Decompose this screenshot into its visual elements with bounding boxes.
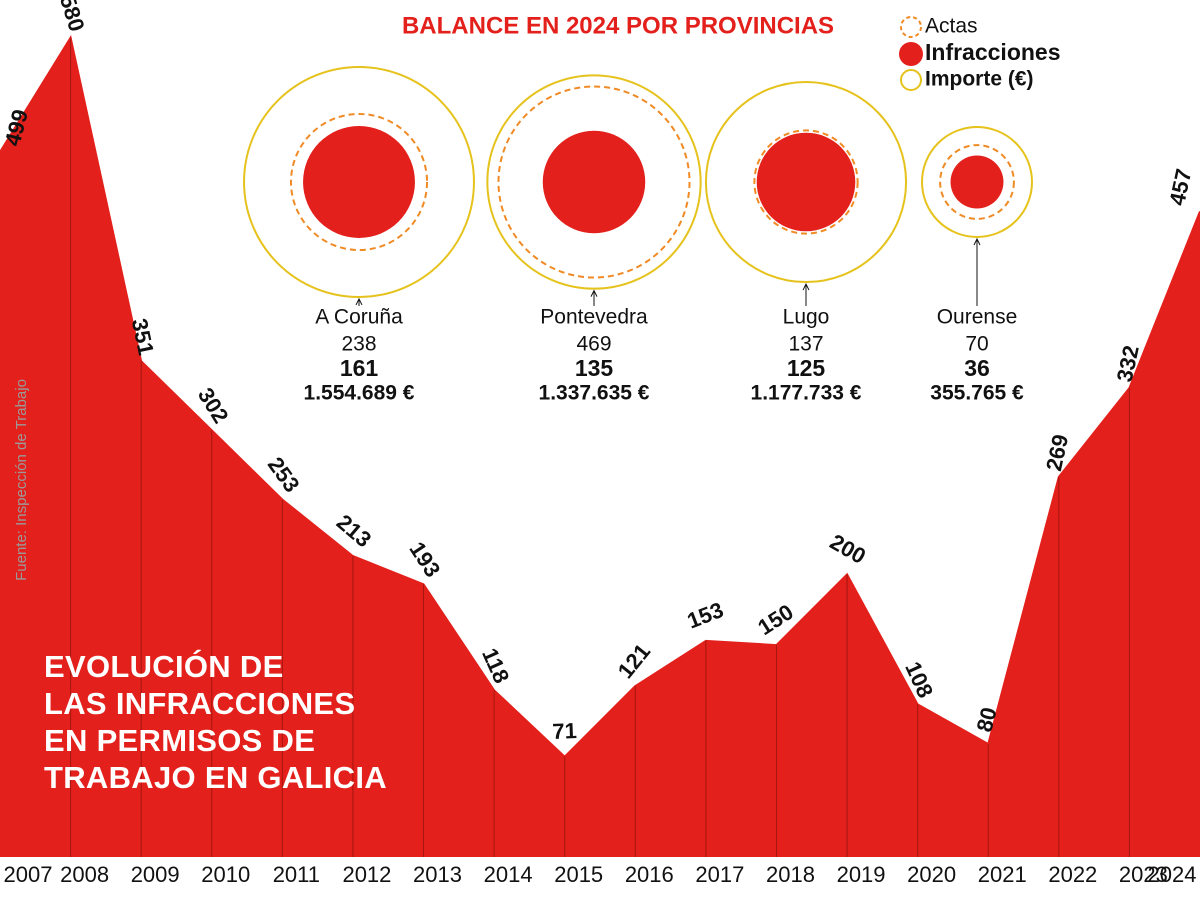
x-tick-label: 2008 [60,862,109,887]
importe-value: 355.765 € [930,382,1024,405]
x-tick-label: 2012 [342,862,391,887]
province-name: Lugo [783,306,830,329]
data-label: 580 [55,0,90,34]
province-name: A Coruña [315,306,403,329]
x-tick-label: 2011 [273,862,320,887]
data-label: 71 [552,718,577,744]
actas-value: 238 [341,333,376,356]
chart-title: EVOLUCIÓN DE LAS INFRACCIONES EN PERMISO… [44,649,387,795]
pointer-head [802,282,810,291]
pointer-head [973,237,981,246]
x-tick-label: 2018 [766,862,815,887]
infracciones-circle [756,132,856,232]
data-label: 80 [971,705,1001,735]
infracciones-value: 36 [964,355,990,381]
province-name: Ourense [937,306,1018,329]
x-tick-label: 2014 [484,862,533,887]
actas-value: 137 [788,333,823,356]
source: Fuente: Inspección de Trabajo [13,379,30,581]
infracciones-value: 161 [340,355,379,381]
legend-label: Actas [925,15,978,38]
actas-value: 70 [965,333,988,356]
x-tick-label: 2024 [1148,862,1197,887]
area-line [0,35,1200,759]
legend-infracciones [899,42,923,66]
legend-actas [900,16,922,38]
x-tick-label: 2017 [695,862,744,887]
x-tick-label: 2015 [554,862,603,887]
pointer-head [355,297,363,306]
infracciones-circle [542,130,646,234]
x-tick-label: 2009 [131,862,180,887]
bubble-title: BALANCE EN 2024 POR PROVINCIAS [402,12,834,39]
pointer-head [590,289,598,297]
data-label: 193 [404,537,445,581]
province-name: Pontevedra [540,306,648,329]
x-tick-label: 2020 [907,862,956,887]
actas-value: 469 [576,333,611,356]
x-tick-label: 2023 [1119,862,1168,887]
importe-value: 1.177.733 € [751,382,862,405]
infracciones-circle [950,155,1004,209]
x-tick-label: 2021 [978,862,1027,887]
legend-label: Importe (€) [925,68,1034,91]
data-label: 153 [684,597,727,633]
x-tick-label: 2007 [4,862,53,887]
infracciones-value: 135 [575,355,614,381]
importe-value: 1.554.689 € [304,382,415,405]
legend-label: Infracciones [925,39,1061,65]
x-tick-label: 2016 [625,862,674,887]
x-tick-label: 2013 [413,862,462,887]
infracciones-circle [303,126,415,238]
x-tick-label: 2022 [1048,862,1097,887]
actas-circle [753,129,859,235]
legend-importe [900,69,922,91]
x-tick-label: 2010 [201,862,250,887]
actas-circle [497,85,691,279]
importe-value: 1.337.635 € [539,382,650,405]
x-tick-label: 2019 [837,862,886,887]
data-label: 200 [826,529,870,569]
data-label: 457 [1164,167,1196,208]
actas-circle [939,144,1015,220]
area-fill [0,37,1200,858]
actas-circle [289,112,429,252]
infracciones-value: 125 [787,355,826,381]
